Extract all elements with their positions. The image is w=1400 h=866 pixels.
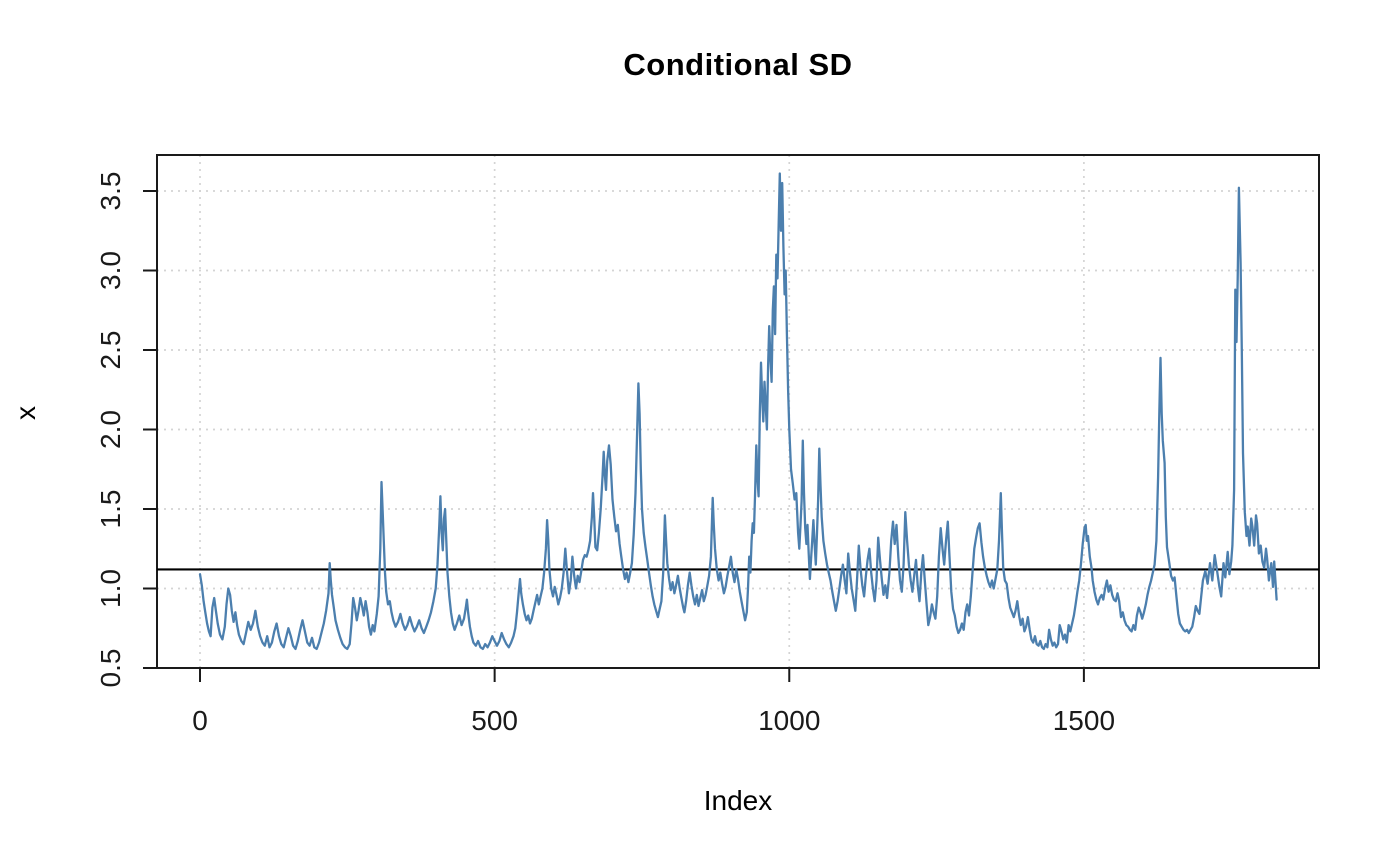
y-tick-label: 2.5 — [95, 331, 126, 370]
y-tick-label: 3.0 — [95, 251, 126, 290]
y-tick-label: 1.0 — [95, 569, 126, 608]
y-tick-label: 3.5 — [95, 172, 126, 211]
chart-title: Conditional SD — [623, 47, 853, 82]
y-axis-title: x — [10, 406, 41, 420]
x-axis-title: Index — [703, 785, 773, 816]
series-line — [198, 172, 1278, 651]
x-tick-label: 1500 — [1053, 705, 1115, 736]
y-tick-label: 2.0 — [95, 410, 126, 449]
y-tick-label: 1.5 — [95, 490, 126, 529]
y-tick-label: 0.5 — [95, 649, 126, 688]
x-tick-label: 0 — [192, 705, 208, 736]
plot-border — [156, 154, 1320, 669]
x-tick-label: 1000 — [758, 705, 820, 736]
x-tick-label: 500 — [471, 705, 518, 736]
